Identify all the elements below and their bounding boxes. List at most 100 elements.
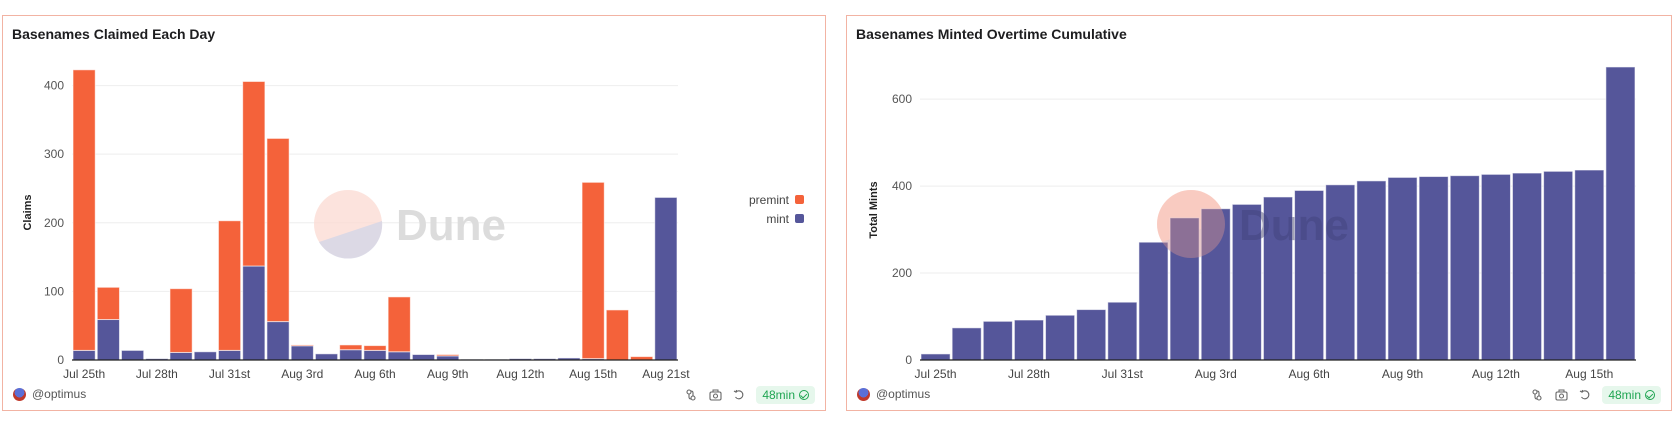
bar-premint	[363, 345, 387, 351]
bar-premint	[290, 344, 314, 347]
bar-mint	[217, 349, 242, 361]
y-tick-label: 200	[892, 266, 912, 280]
x-tick-label: Aug 6th	[354, 367, 395, 381]
fork-icon[interactable]	[1530, 388, 1544, 402]
chart-title: Basenames Minted Overtime Cumulative	[856, 26, 1127, 42]
legend-label-premint: premint	[749, 193, 790, 207]
x-tick-label: Aug 3rd	[281, 367, 323, 381]
bar-total-mints	[1574, 169, 1605, 361]
author-link[interactable]: @optimus	[857, 387, 930, 401]
bar-total-mints	[1262, 196, 1294, 361]
y-tick-label: 0	[905, 353, 912, 367]
bar-premint	[387, 296, 411, 353]
cumulative-chart-panel: Basenames Minted Overtime Cumulative 0 20…	[846, 15, 1672, 411]
bar-mint	[96, 319, 120, 361]
bar-mint	[654, 196, 678, 361]
bar-premint	[339, 344, 363, 351]
x-tick-label: Jul 28th	[1008, 367, 1050, 381]
watermark-text: Dune	[396, 201, 506, 250]
bar-mint	[314, 353, 339, 361]
x-tick-label: Jul 28th	[136, 367, 178, 381]
bar-total-mints	[1107, 301, 1138, 361]
bar-total-mints	[982, 320, 1013, 361]
watermark-logo	[1157, 190, 1225, 258]
freshness-badge: 48min	[756, 386, 815, 404]
x-tick-label: Jul 25th	[915, 367, 957, 381]
x-tick-label: Aug 15th	[569, 367, 617, 381]
check-circle-icon	[799, 390, 809, 400]
watermark-logo-shade	[319, 221, 383, 259]
bar-premint	[96, 286, 120, 321]
x-tick-label: Aug 9th	[427, 367, 468, 381]
freshness-text: 48min	[1608, 388, 1641, 402]
legend: premint mint	[749, 193, 804, 226]
bar-premint	[581, 181, 605, 360]
freshness-text: 48min	[762, 388, 795, 402]
bar-premint	[217, 220, 242, 351]
bar-total-mints	[1480, 173, 1511, 361]
author-name: @optimus	[32, 387, 87, 401]
bar-mint	[169, 351, 193, 361]
y-tick-label: 600	[892, 92, 912, 106]
bar-total-mints	[1418, 176, 1449, 361]
bar-mint	[436, 355, 460, 361]
bar-mint	[411, 354, 436, 361]
bar-mint	[387, 351, 411, 361]
freshness-badge: 48min	[1602, 386, 1661, 404]
y-tick-label: 100	[44, 284, 64, 298]
x-tick-label: Aug 12th	[1472, 367, 1520, 381]
avatar	[857, 387, 870, 401]
bar-total-mints	[1045, 314, 1076, 361]
bar-mint	[242, 265, 266, 361]
bar-premint	[436, 354, 460, 357]
fork-icon[interactable]	[684, 388, 698, 402]
check-circle-icon	[1645, 390, 1655, 400]
bar-total-mints	[951, 327, 982, 361]
author-link[interactable]: @optimus	[13, 387, 86, 401]
legend-swatch-mint	[795, 214, 804, 223]
bar-premint	[169, 288, 193, 353]
refresh-icon[interactable]	[1578, 388, 1592, 402]
y-tick-label: 400	[44, 79, 64, 93]
bar-premint	[242, 80, 266, 267]
refresh-icon[interactable]	[732, 388, 746, 402]
dune-watermark: Dune	[314, 190, 506, 259]
bar-total-mints	[1605, 66, 1636, 361]
cumulative-bar-chart: 0 200 400 600 Total Mints Dune Jul 25th Jul 28t…	[868, 66, 1636, 381]
watermark-text: Dune	[1239, 201, 1349, 250]
legend-swatch-premint	[795, 195, 804, 204]
bar-premint	[605, 309, 630, 361]
bar-mint	[363, 349, 387, 361]
y-axis-label: Claims	[22, 194, 34, 230]
camera-icon[interactable]	[708, 388, 722, 402]
author-name: @optimus	[876, 387, 931, 401]
legend-label-mint: mint	[766, 212, 789, 226]
bar-total-mints	[1200, 208, 1231, 361]
bar-total-mints	[1076, 309, 1107, 361]
y-axis-label: Total Mints	[868, 181, 880, 238]
y-tick-label: 200	[44, 216, 64, 230]
bar-total-mints	[1511, 172, 1543, 361]
panel-actions: 48min	[684, 386, 815, 404]
claims-chart-panel: Basenames Claimed Each Day 0 100 200 300 400…	[2, 15, 826, 411]
panel-actions: 48min	[1530, 386, 1661, 404]
x-tick-label: Aug 21st	[642, 367, 690, 381]
bar-mint	[193, 351, 217, 361]
y-tick-label: 0	[57, 353, 64, 367]
bar-total-mints	[1138, 241, 1169, 361]
y-tick-label: 400	[892, 179, 912, 193]
x-tick-label: Aug 15th	[1565, 367, 1613, 381]
camera-icon[interactable]	[1554, 388, 1568, 402]
y-tick-label: 300	[44, 147, 64, 161]
avatar	[13, 387, 26, 401]
bar-mint	[120, 349, 145, 361]
bar-total-mints	[920, 353, 951, 361]
x-tick-label: Jul 25th	[63, 367, 105, 381]
bar-total-mints	[1449, 175, 1480, 361]
x-tick-label: Aug 3rd	[1195, 367, 1237, 381]
bar-total-mints	[1325, 184, 1356, 361]
x-tick-label: Aug 9th	[1382, 367, 1423, 381]
bar-total-mints	[1231, 203, 1262, 361]
dune-watermark-overlay: Dune	[1157, 190, 1349, 258]
bar-total-mints	[1356, 180, 1387, 361]
